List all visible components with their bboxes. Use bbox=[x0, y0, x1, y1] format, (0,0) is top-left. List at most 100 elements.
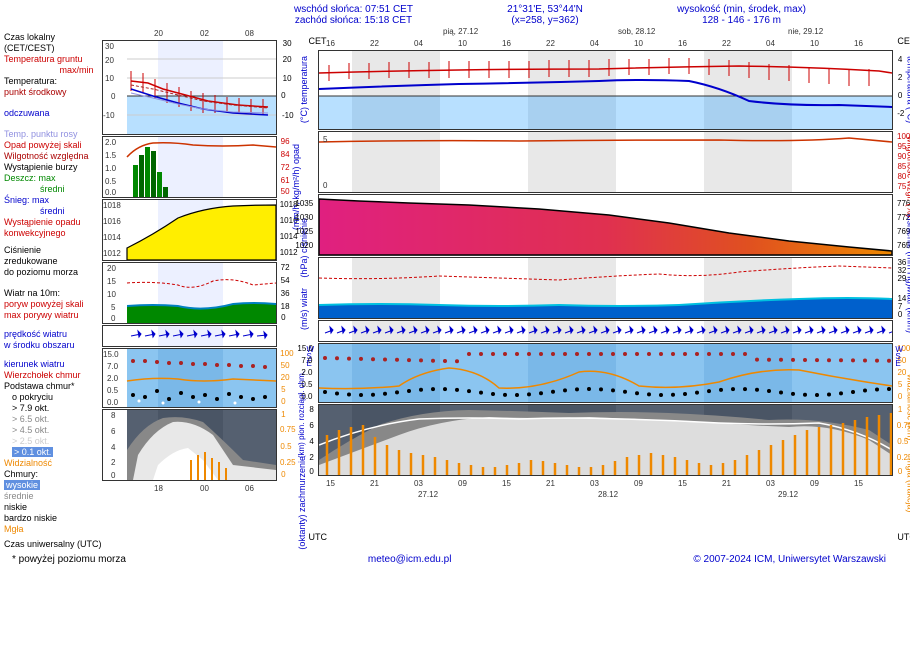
svg-text:4: 4 bbox=[111, 443, 116, 452]
elev-value: 128 - 146 - 176 m bbox=[702, 15, 781, 26]
mid-clouds: średnie bbox=[4, 491, 102, 502]
svg-text:10: 10 bbox=[458, 39, 467, 48]
cet-left: CET bbox=[309, 36, 327, 46]
clouds: Chmury: bbox=[4, 469, 102, 480]
max-gust: max porywy wiatru bbox=[4, 310, 102, 321]
conv1: Wystąpienie opadu bbox=[4, 217, 102, 228]
svg-text:0: 0 bbox=[111, 92, 116, 101]
svg-text:09: 09 bbox=[810, 479, 819, 488]
cloud-top: Wierzchołek chmur bbox=[4, 370, 102, 381]
svg-text:22: 22 bbox=[722, 39, 731, 48]
tz: (CET/CEST) bbox=[4, 43, 102, 54]
svg-text:15: 15 bbox=[326, 479, 335, 488]
svg-text:7.0: 7.0 bbox=[107, 362, 119, 371]
elev-label: wysokość (min, środek, max) bbox=[677, 4, 806, 15]
press2: zredukowane bbox=[4, 256, 102, 267]
vl-cloudiness: (oktanty) zachmurzenie bbox=[297, 456, 307, 550]
svg-text:0.0: 0.0 bbox=[107, 398, 119, 407]
low-clouds: niskie bbox=[4, 502, 102, 513]
grid: (x=258, y=362) bbox=[511, 15, 578, 26]
precip-over: Opad powyżej skali bbox=[4, 140, 102, 151]
email: meteo@icm.edu.pl bbox=[368, 554, 452, 565]
svg-text:0.5: 0.5 bbox=[105, 177, 117, 186]
left-time-bot: 18 00 06 bbox=[102, 482, 277, 494]
maxmin: max/min bbox=[60, 65, 94, 75]
felt: odczuwana bbox=[4, 108, 102, 119]
right-time-top: pią, 27.12 sob, 28.12 nie, 29.12 1622041… bbox=[318, 26, 893, 48]
wspeed1: prędkość wiatru bbox=[4, 329, 102, 340]
svg-text:sob, 28.12: sob, 28.12 bbox=[618, 27, 656, 36]
snow: Śnieg: bbox=[4, 195, 30, 205]
svg-text:0.0: 0.0 bbox=[105, 188, 117, 197]
sunset-value: 15:18 CET bbox=[364, 15, 412, 26]
rain: Deszcz: bbox=[4, 173, 36, 183]
left-winddir-panel bbox=[102, 325, 277, 347]
vlow-clouds: bardzo niskie bbox=[4, 513, 102, 524]
coverage: o pokryciu bbox=[4, 392, 102, 403]
vr-fog: mgła (frakcja) bbox=[905, 458, 910, 513]
svg-text:20: 20 bbox=[154, 29, 163, 38]
left-precip-panel: 2.0 1.5 1.0 0.5 0.0 96 84 72 61 50 bbox=[102, 136, 277, 198]
svg-text:27.12: 27.12 bbox=[418, 490, 439, 499]
legend-column: Czas lokalny (CET/CEST) Temperatura grun… bbox=[4, 26, 102, 550]
okt01: > 0.1 okt. bbox=[12, 447, 53, 457]
svg-text:16: 16 bbox=[502, 39, 511, 48]
svg-text:21: 21 bbox=[370, 479, 379, 488]
svg-text:10: 10 bbox=[810, 39, 819, 48]
svg-text:16: 16 bbox=[678, 39, 687, 48]
svg-text:6: 6 bbox=[111, 427, 116, 436]
svg-text:5: 5 bbox=[323, 135, 328, 144]
svg-text:09: 09 bbox=[634, 479, 643, 488]
sunrise-label: wschód słońca: bbox=[294, 4, 362, 15]
conv2: konwekcyjnego bbox=[4, 228, 102, 239]
svg-text:10: 10 bbox=[107, 290, 116, 299]
vr-temp: temperatura (°C) bbox=[905, 56, 910, 123]
svg-text:1.0: 1.0 bbox=[105, 164, 117, 173]
svg-text:22: 22 bbox=[370, 39, 379, 48]
svg-text:1014: 1014 bbox=[103, 233, 121, 242]
right-time-bot: 15210309152103091521030915 27.12 28.12 2… bbox=[318, 477, 893, 499]
svg-text:29.12: 29.12 bbox=[778, 490, 799, 499]
svg-text:15: 15 bbox=[854, 479, 863, 488]
svg-text:15: 15 bbox=[107, 277, 116, 286]
svg-text:nie, 29.12: nie, 29.12 bbox=[788, 27, 824, 36]
ground-temp: Temperatura gruntu bbox=[4, 54, 83, 64]
gust-over: poryw powyżej skali bbox=[4, 299, 102, 310]
svg-text:03: 03 bbox=[590, 479, 599, 488]
svg-text:00: 00 bbox=[200, 484, 209, 493]
svg-text:16: 16 bbox=[854, 39, 863, 48]
sunset-label: zachód słońca: bbox=[295, 15, 362, 26]
svg-text:2.0: 2.0 bbox=[105, 138, 117, 147]
svg-text:1012: 1012 bbox=[103, 249, 121, 258]
svg-text:20: 20 bbox=[107, 264, 116, 273]
svg-text:0.5: 0.5 bbox=[107, 386, 119, 395]
svg-text:03: 03 bbox=[414, 479, 423, 488]
svg-text:15.0: 15.0 bbox=[103, 350, 119, 359]
high: wysokie bbox=[4, 480, 40, 490]
utc-right: UTC bbox=[897, 532, 910, 542]
right-winddir-panel bbox=[318, 320, 893, 342]
okt79: > 7.9 okt. bbox=[4, 403, 102, 414]
svg-text:15: 15 bbox=[502, 479, 511, 488]
right-cloud-panel: 15.0 7.0 2.0 0.5 0.0 100 50 20 5 0 bbox=[318, 343, 893, 403]
svg-text:-10: -10 bbox=[103, 111, 115, 120]
cet-right: CET bbox=[897, 36, 910, 46]
svg-text:16: 16 bbox=[326, 39, 335, 48]
svg-text:18: 18 bbox=[154, 484, 163, 493]
wind10: Wiatr na 10m: bbox=[4, 288, 102, 299]
svg-text:04: 04 bbox=[766, 39, 775, 48]
utc-label: Czas uniwersalny (UTC) bbox=[4, 539, 102, 550]
svg-text:28.12: 28.12 bbox=[598, 490, 619, 499]
wdir: kierunek wiatru bbox=[4, 359, 102, 370]
left-time-top: 20 02 08 bbox=[102, 26, 277, 38]
storm: Wystąpienie burzy bbox=[4, 162, 102, 173]
vr-humid: wilgotność wzgl. (%) bbox=[905, 136, 910, 218]
okt25: > 2.5 okt. bbox=[4, 436, 102, 447]
svg-text:15: 15 bbox=[678, 479, 687, 488]
vlabels-right: temperatura (°C) wilgotność wzgl. (%) ci… bbox=[893, 26, 906, 550]
svg-text:21: 21 bbox=[722, 479, 731, 488]
snow-max: max bbox=[32, 195, 49, 205]
svg-text:10: 10 bbox=[634, 39, 643, 48]
svg-text:03: 03 bbox=[766, 479, 775, 488]
wspeed2: w środku obszaru bbox=[4, 340, 102, 351]
